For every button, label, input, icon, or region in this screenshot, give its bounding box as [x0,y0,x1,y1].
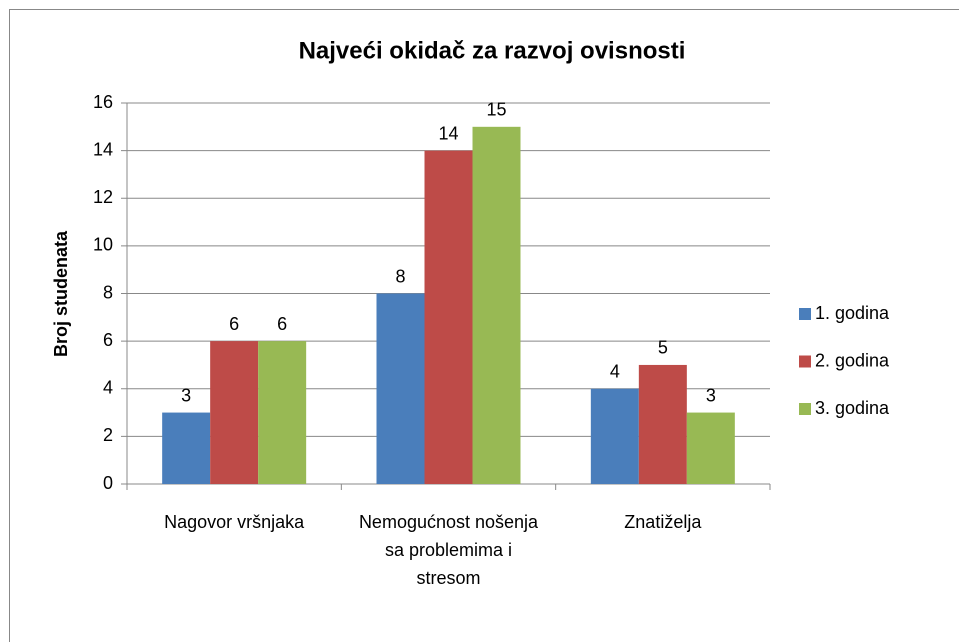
y-axis-label: Broj studenata [51,230,71,357]
data-label: 3 [706,385,716,405]
bar [376,293,425,484]
data-label: 6 [277,314,287,334]
bar [472,126,521,484]
bar [258,341,307,484]
bar [686,412,735,484]
legend-label: 2. godina [815,350,890,370]
x-tick-label: Nemogućnost nošenja sa problemima i stre… [358,512,539,588]
y-tick-label: 10 [93,235,113,255]
y-tick-label: 16 [93,92,113,112]
legend-label: 3. godina [815,398,890,418]
data-label: 5 [658,338,668,358]
data-label: 3 [181,385,191,405]
bar [424,150,473,484]
legend-label: 1. godina [815,303,890,323]
legend-swatch [799,355,811,368]
data-label: 14 [438,123,458,143]
chart-title: Najveći okidač za razvoj ovisnosti [299,37,686,64]
y-tick-label: 14 [93,139,113,159]
y-tick-label: 6 [103,330,113,350]
y-tick-label: 8 [103,282,113,302]
y-tick-label: 12 [93,187,113,207]
x-tick-label: Nagovor vršnjaka [164,512,305,532]
bar [590,388,639,484]
bar [210,341,259,484]
data-label: 8 [395,266,405,286]
legend-swatch [799,403,811,415]
y-tick-label: 4 [103,378,113,398]
bar [162,412,211,484]
data-label: 4 [610,362,620,382]
data-label: 6 [229,314,239,334]
data-label: 15 [486,100,506,120]
y-tick-label: 2 [103,425,113,445]
legend-swatch [799,308,811,320]
bar [638,364,687,484]
x-tick-label: Znatiželja [624,512,702,532]
y-tick-label: 0 [103,473,113,493]
